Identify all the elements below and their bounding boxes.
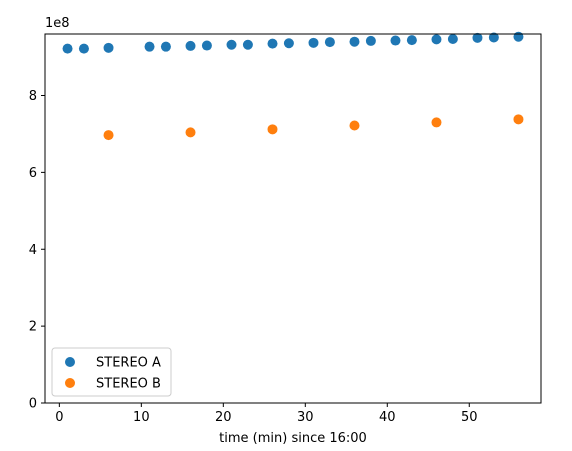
legend-marker-stereo-b bbox=[65, 378, 75, 388]
x-axis-label: time (min) since 16:00 bbox=[219, 431, 367, 446]
point-stereo-b bbox=[103, 130, 114, 141]
point-stereo-a bbox=[201, 40, 212, 51]
legend-label-stereo-b: STEREO B bbox=[96, 377, 161, 392]
point-stereo-b bbox=[431, 117, 442, 128]
point-stereo-b bbox=[349, 120, 360, 131]
point-stereo-b bbox=[185, 127, 196, 138]
legend-label-stereo-a: STEREO A bbox=[96, 356, 161, 371]
x-tick-label: 10 bbox=[133, 410, 150, 425]
point-stereo-a bbox=[103, 42, 114, 53]
point-stereo-a bbox=[431, 34, 442, 45]
y-scale-label: 1e8 bbox=[45, 16, 70, 31]
point-stereo-a bbox=[283, 38, 294, 49]
y-axis-ticks: 0 2 4 6 8 bbox=[29, 89, 45, 412]
y-tick-label: 8 bbox=[29, 89, 37, 104]
point-stereo-a bbox=[447, 33, 458, 44]
point-stereo-a bbox=[488, 32, 499, 43]
point-stereo-a bbox=[324, 37, 335, 48]
point-stereo-a bbox=[185, 40, 196, 51]
y-tick-label: 2 bbox=[29, 320, 37, 335]
y-tick-label: 0 bbox=[29, 397, 37, 412]
x-axis-ticks: 0 10 20 30 40 50 bbox=[55, 403, 478, 425]
point-stereo-a bbox=[390, 35, 401, 46]
x-tick-label: 0 bbox=[55, 410, 63, 425]
legend-box bbox=[51, 347, 172, 397]
point-stereo-a bbox=[242, 39, 253, 50]
point-stereo-a bbox=[62, 43, 73, 54]
plot-frame bbox=[44, 33, 542, 404]
point-stereo-a bbox=[365, 35, 376, 46]
point-stereo-a bbox=[349, 36, 360, 47]
point-stereo-a bbox=[160, 41, 171, 52]
point-stereo-a bbox=[513, 31, 524, 42]
y-tick-label: 6 bbox=[29, 166, 37, 181]
point-stereo-a bbox=[78, 43, 89, 54]
point-stereo-a bbox=[406, 35, 417, 46]
point-stereo-a bbox=[267, 38, 278, 49]
point-stereo-a bbox=[308, 37, 319, 48]
x-tick-label: 50 bbox=[461, 410, 478, 425]
x-tick-label: 40 bbox=[379, 410, 396, 425]
data-points bbox=[62, 31, 524, 141]
point-stereo-a bbox=[226, 39, 237, 50]
y-tick-label: 4 bbox=[29, 243, 37, 258]
x-tick-label: 20 bbox=[215, 410, 232, 425]
legend: STEREO A STEREO B bbox=[51, 347, 172, 397]
point-stereo-a bbox=[472, 32, 483, 43]
point-stereo-b bbox=[513, 114, 524, 125]
point-stereo-b bbox=[267, 124, 278, 135]
x-tick-label: 30 bbox=[297, 410, 314, 425]
legend-marker-stereo-a bbox=[65, 357, 75, 367]
point-stereo-a bbox=[144, 41, 155, 52]
